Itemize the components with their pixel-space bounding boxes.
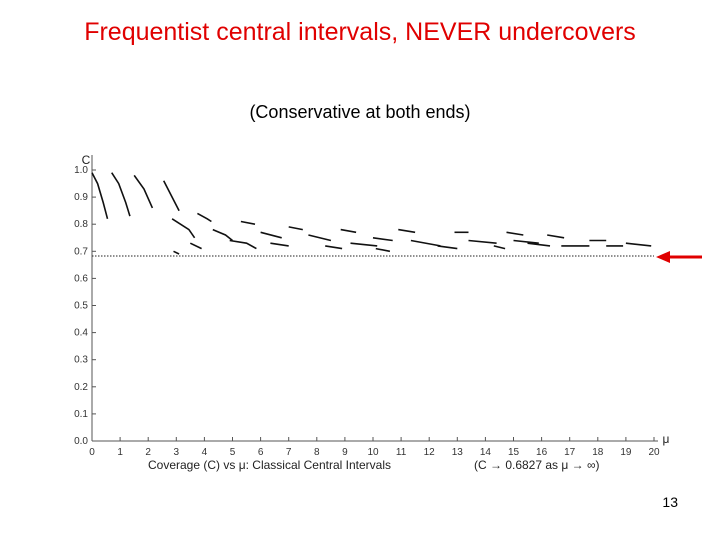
y-tick-label: 0.3 [74, 355, 88, 366]
x-tick-label: 7 [286, 447, 292, 458]
y-tick-label: 1.0 [74, 165, 88, 176]
x-tick-label: 1 [117, 447, 123, 458]
coverage-segment [229, 239, 257, 250]
coverage-segment [527, 242, 551, 247]
red-arrow-head [656, 250, 670, 263]
x-tick-label: 0 [89, 447, 95, 458]
slide-title: Frequentist central intervals, NEVER und… [84, 18, 636, 46]
y-tick-label: 0.1 [74, 409, 88, 420]
coverage-segment [288, 226, 303, 231]
coverage-segment [240, 220, 256, 225]
y-tick-label: 0.9 [74, 192, 88, 203]
y-tick-label: 0.8 [74, 219, 88, 230]
y-axis-label: C [82, 153, 91, 167]
x-tick-label: 8 [314, 447, 320, 458]
x-tick-label: 9 [342, 447, 348, 458]
coverage-segment [270, 242, 289, 247]
coverage-segment [91, 172, 109, 220]
coverage-segment [350, 242, 378, 247]
x-tick-label: 18 [592, 447, 604, 458]
coverage-segment [493, 245, 506, 250]
y-tick-label: 0.5 [74, 301, 88, 312]
coverage-segment [625, 242, 652, 247]
x-tick-label: 16 [536, 447, 548, 458]
coverage-segment [468, 239, 497, 244]
x-tick-label: 3 [174, 447, 180, 458]
coverage-segment [437, 245, 458, 250]
coverage-segment [197, 212, 212, 223]
coverage-segment [375, 247, 391, 253]
coverage-segment [398, 228, 416, 234]
page-number: 13 [662, 494, 678, 510]
slide-subtitle: (Conservative at both ends) [249, 102, 471, 122]
x-tick-label: 17 [564, 447, 576, 458]
x-axis-label: Coverage (C) vs μ: Classical Central Int… [148, 458, 391, 472]
coverage-segment [340, 228, 357, 234]
coverage-segment [547, 234, 565, 239]
coverage-segment [506, 231, 524, 236]
x-tick-label: 10 [367, 447, 379, 458]
coverage-segment [410, 239, 441, 247]
coverage-segment [260, 231, 282, 239]
coverage-segment [212, 228, 233, 242]
coverage-segment [513, 239, 539, 244]
y-tick-label: 0.7 [74, 246, 88, 257]
y-tick-label: 0.0 [74, 436, 88, 447]
x-tick-label: 12 [424, 447, 436, 458]
x-tick-label: 6 [258, 447, 264, 458]
y-tick-label: 0.2 [74, 382, 88, 393]
x-tick-label: 4 [202, 447, 208, 458]
x-tick-label: 15 [508, 447, 520, 458]
coverage-segment [133, 174, 154, 209]
coverage-segment [308, 234, 332, 242]
coverage-segment [372, 237, 393, 242]
coverage-segment [189, 242, 202, 250]
y-tick-label: 0.4 [74, 328, 88, 339]
x-tick-label: 20 [648, 447, 660, 458]
coverage-segment [162, 180, 180, 212]
coverage-segment [171, 218, 196, 239]
x-axis-note: (C → 0.6827 as μ → ∞) [474, 458, 600, 472]
x-tick-label: 11 [396, 447, 407, 458]
coverage-segment [325, 245, 343, 250]
x-tick-label: 13 [452, 447, 464, 458]
x-tick-label: 19 [620, 447, 632, 458]
x-tick-label: 5 [230, 447, 236, 458]
x-axis-symbol: μ [663, 432, 670, 446]
x-tick-label: 2 [145, 447, 151, 458]
coverage-segment [173, 250, 180, 255]
coverage-segment [111, 172, 131, 217]
y-tick-label: 0.6 [74, 273, 88, 284]
x-tick-label: 14 [480, 447, 492, 458]
